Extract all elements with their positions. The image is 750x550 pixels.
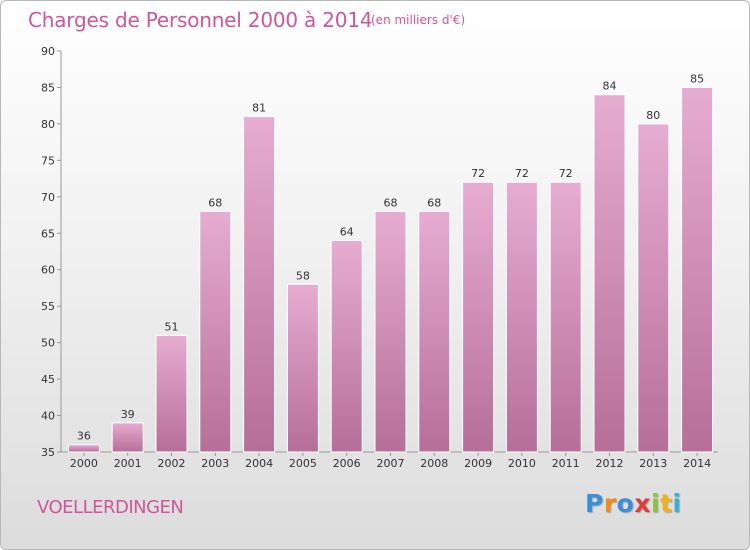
value-label-2013: 80: [646, 109, 660, 122]
y-tick-label: 90: [41, 45, 55, 58]
y-tick-label: 85: [41, 81, 55, 94]
x-axis: 2000 2001 2002 2003 2004 2005 2006 2007 2008 2009…: [61, 451, 718, 470]
bar-2008: [418, 210, 451, 453]
value-label-2011: 72: [559, 167, 573, 180]
value-label-2008: 68: [427, 196, 441, 209]
x-tick-label: 2014: [683, 457, 711, 470]
y-axis: 35 40 45 50 55 60 65 70 75 80 85 90: [41, 45, 62, 459]
value-label-2009: 72: [471, 167, 485, 180]
bar-2011: [549, 181, 582, 453]
x-tick-label: 2008: [420, 457, 448, 470]
x-tick-label: 2009: [464, 457, 492, 470]
y-tick-label: 65: [41, 227, 55, 240]
x-tick-label: 2001: [114, 457, 142, 470]
x-tick-label: 2004: [245, 457, 273, 470]
value-label-2000: 36: [77, 430, 91, 443]
value-label-2010: 72: [515, 167, 529, 180]
value-label-2012: 84: [603, 80, 617, 93]
x-tick-label: 2013: [639, 457, 667, 470]
y-tick-label: 70: [41, 191, 55, 204]
y-tick-label: 45: [41, 373, 55, 386]
chart-subtitle: (en milliers d'€): [371, 13, 466, 27]
value-label-2007: 68: [384, 196, 398, 209]
x-tick-label: 2000: [70, 457, 98, 470]
x-tick-label: 2012: [596, 457, 624, 470]
x-tick-label: 2011: [552, 457, 580, 470]
bar-2010: [505, 181, 538, 453]
bars: 36 39 51 68 81 58 64 68 68 72 72 72 84 80 85: [67, 72, 714, 453]
value-label-2004: 81: [252, 102, 266, 115]
proxiti-logo: Proxiti: [585, 489, 682, 518]
y-tick-label: 60: [41, 264, 55, 277]
commune-name: VOELLERDINGEN: [37, 497, 184, 518]
x-tick-label: 2010: [508, 457, 536, 470]
value-label-2005: 58: [296, 269, 310, 282]
y-tick-label: 40: [41, 410, 55, 423]
y-tick-label: 55: [41, 300, 55, 313]
bar-2004: [243, 116, 276, 453]
y-tick-label: 35: [41, 446, 55, 459]
y-tick-label: 50: [41, 337, 55, 350]
bar-2005: [286, 283, 319, 453]
bar-2006: [330, 240, 363, 453]
value-label-2001: 39: [121, 408, 135, 421]
x-tick-label: 2003: [201, 457, 229, 470]
bar-2014: [681, 86, 714, 453]
bar-2009: [462, 181, 495, 453]
bar-2001: [111, 422, 144, 453]
bar-2000: [67, 444, 100, 453]
x-tick-label: 2002: [158, 457, 186, 470]
value-label-2006: 64: [340, 226, 354, 239]
bar-2013: [637, 123, 670, 453]
value-label-2014: 85: [690, 72, 704, 85]
y-tick-label: 75: [41, 154, 55, 167]
value-label-2003: 68: [208, 196, 222, 209]
y-tick-label: 80: [41, 118, 55, 131]
x-tick-label: 2006: [333, 457, 361, 470]
bar-2007: [374, 210, 407, 453]
bar-2003: [199, 210, 232, 453]
bar-2012: [593, 94, 626, 453]
x-tick-label: 2007: [377, 457, 405, 470]
x-tick-label: 2005: [289, 457, 317, 470]
chart-title: Charges de Personnel 2000 à 2014: [28, 8, 373, 32]
value-label-2002: 51: [165, 320, 179, 333]
bar-2002: [155, 334, 188, 453]
